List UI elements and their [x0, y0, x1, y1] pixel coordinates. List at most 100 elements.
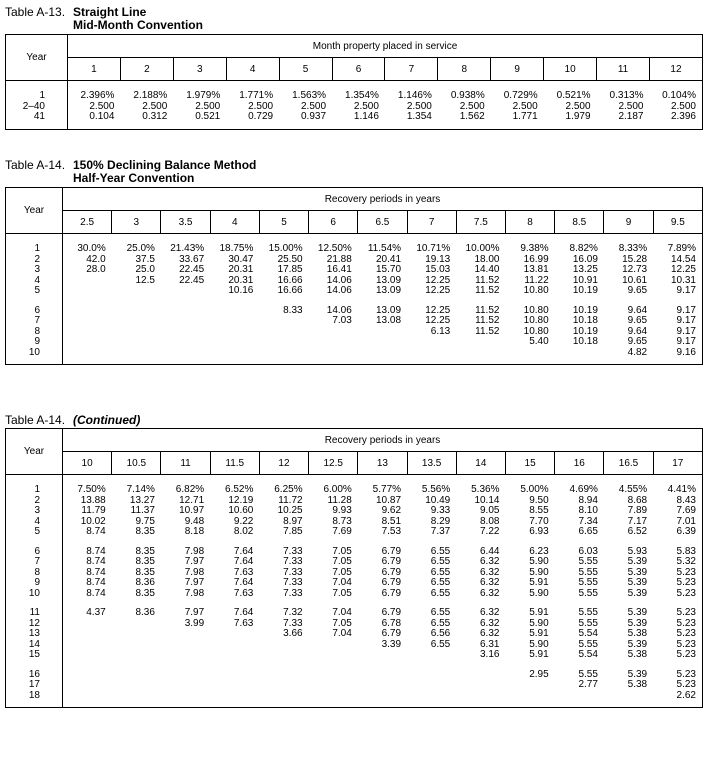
year-cell: 4 — [5, 275, 63, 286]
value-cell: 7.97 — [184, 556, 205, 567]
empty-cell — [112, 337, 161, 348]
value-cell: 6.56 — [430, 628, 451, 639]
year-cell: 16 — [5, 660, 63, 680]
value-cell: 4.37 — [86, 607, 106, 618]
value-cell: 5.23 — [676, 668, 696, 680]
value-cell: 5.23 — [676, 638, 696, 650]
empty-cell — [259, 691, 308, 708]
value-cell: 6.32 — [480, 587, 500, 599]
empty-cell — [456, 680, 505, 691]
data-row: 7 7.03 13.08 12.25 11.52 10.80 10.18 9.65 9.17 — [5, 315, 703, 327]
empty-cell — [210, 297, 259, 317]
empty-cell — [63, 297, 112, 317]
value-cell: 11.37 — [130, 505, 155, 516]
value-cell: 7.63 — [233, 587, 254, 599]
value-cell: 5.39 — [627, 577, 648, 588]
column-header: 7.5 — [455, 210, 506, 234]
data-table: Year Recovery periods in years 2.5 3 3.5 4 5 6 6… — [5, 187, 703, 365]
value-cell: 2.500 — [618, 100, 644, 112]
value-cell: 8.18 — [184, 526, 205, 537]
table-head: Year Recovery periods in years 10 10.5 11 11.… — [5, 428, 703, 475]
value-cell: 8.94 — [578, 494, 598, 506]
year-cell: 41 — [5, 111, 68, 129]
empty-cell — [112, 661, 161, 681]
year-cell: 17 — [5, 679, 63, 691]
value-cell: 12.71 — [179, 494, 205, 506]
table-body: 1 30.0% 25.0% 21.43% 18.75% 15.00% 12.50% 11.54… — [5, 233, 703, 365]
column-header: 16 — [554, 451, 604, 475]
year-cell: 6 — [5, 296, 63, 316]
value-cell: 6.32 — [480, 607, 500, 618]
value-cell: 14.06 — [326, 274, 352, 286]
value-cell: 10.02 — [80, 515, 106, 527]
value-cell: 7.04 — [332, 577, 352, 588]
empty-cell — [259, 640, 308, 651]
data-row: 9 8.74 8.36 7.97 7.64 7.33 7.04 6.79 6.55 6.32 5.9… — [5, 577, 703, 589]
value-cell: 8.74 — [86, 545, 106, 557]
empty-cell — [161, 691, 210, 708]
value-cell: 7.50% — [77, 484, 106, 495]
empty-cell — [407, 680, 456, 691]
value-cell: 2.500 — [459, 100, 485, 112]
value-cell: 7.05 — [332, 545, 352, 557]
value-cell: 7.64 — [233, 577, 254, 588]
empty-cell — [112, 327, 161, 338]
empty-cell — [309, 680, 358, 691]
table-block: Table A-14. (Continued) Year Recovery perio… — [5, 414, 703, 708]
table-head: Year Recovery periods in years 2.5 3 3.5 4 5 6 6… — [5, 187, 703, 234]
year-header: Year — [5, 34, 68, 81]
value-cell: 6.44 — [480, 545, 500, 557]
empty-cell — [112, 619, 161, 630]
value-cell: 9.75 — [135, 515, 155, 527]
empty-cell — [112, 629, 161, 640]
value-cell: 1.562 — [459, 111, 485, 122]
table-number: Table A-13. — [5, 5, 66, 19]
value-cell: 10.80 — [523, 315, 549, 326]
value-cell: 5.55 — [578, 617, 598, 629]
header-row: 1 2 3 4 5 6 7 8 9 10 11 12 — [6, 57, 703, 81]
value-cell: 11.28 — [327, 494, 352, 506]
value-cell: 30.0% — [77, 243, 106, 254]
value-cell: 17.85 — [277, 264, 303, 275]
data-row: 3 11.79 11.37 10.97 10.60 10.25 9.93 9.62 9.33 9.… — [5, 505, 703, 517]
data-row: 1 30.0% 25.0% 21.43% 18.75% 15.00% 12.50% 11.54… — [5, 233, 703, 255]
year-cell: 8 — [5, 326, 63, 337]
value-cell: 2.500 — [406, 100, 432, 112]
value-cell: 6.32 — [480, 556, 500, 567]
value-cell: 6.55 — [430, 617, 451, 629]
value-cell: 2.500 — [248, 100, 274, 112]
empty-cell — [63, 640, 112, 651]
year-cell: 14 — [5, 639, 63, 650]
empty-cell — [63, 286, 112, 297]
value-cell: 5.93 — [627, 545, 648, 557]
value-cell: 6.23 — [529, 545, 549, 557]
data-row: 15 3.16 5.91 5.54 5.38 5.23 — [5, 649, 703, 661]
value-cell: 7.14% — [126, 484, 155, 495]
value-cell: 37.5 — [135, 253, 155, 265]
empty-cell — [505, 348, 554, 365]
year-cell: 18 — [5, 690, 63, 708]
column-header: 8.5 — [554, 210, 604, 234]
value-cell: 8.33% — [618, 243, 648, 254]
column-header: 10.5 — [111, 451, 161, 475]
value-cell: 6.79 — [381, 577, 402, 588]
empty-cell — [63, 276, 112, 287]
value-cell: 15.03 — [425, 264, 451, 275]
table-head: Year Month property placed in service 1 2 3 4… — [5, 34, 703, 81]
value-cell: 7.37 — [430, 526, 451, 537]
empty-cell — [63, 337, 112, 348]
value-cell: 9.62 — [381, 505, 402, 516]
value-cell: 3.99 — [184, 617, 205, 629]
value-cell: 11.52 — [475, 274, 500, 286]
header-row: Year Recovery periods in years — [5, 187, 703, 234]
value-cell: 6.79 — [381, 587, 402, 599]
empty-cell — [210, 629, 259, 640]
value-cell: 5.23 — [676, 566, 696, 578]
year-cell: 6 — [5, 537, 63, 557]
value-cell: 2.500 — [353, 100, 379, 112]
data-table: Year Month property placed in service 1 2 3 4… — [5, 34, 703, 130]
column-header: 14 — [455, 451, 506, 475]
value-cell: 2.500 — [195, 100, 221, 112]
empty-cell — [309, 327, 358, 338]
empty-cell — [604, 691, 653, 708]
